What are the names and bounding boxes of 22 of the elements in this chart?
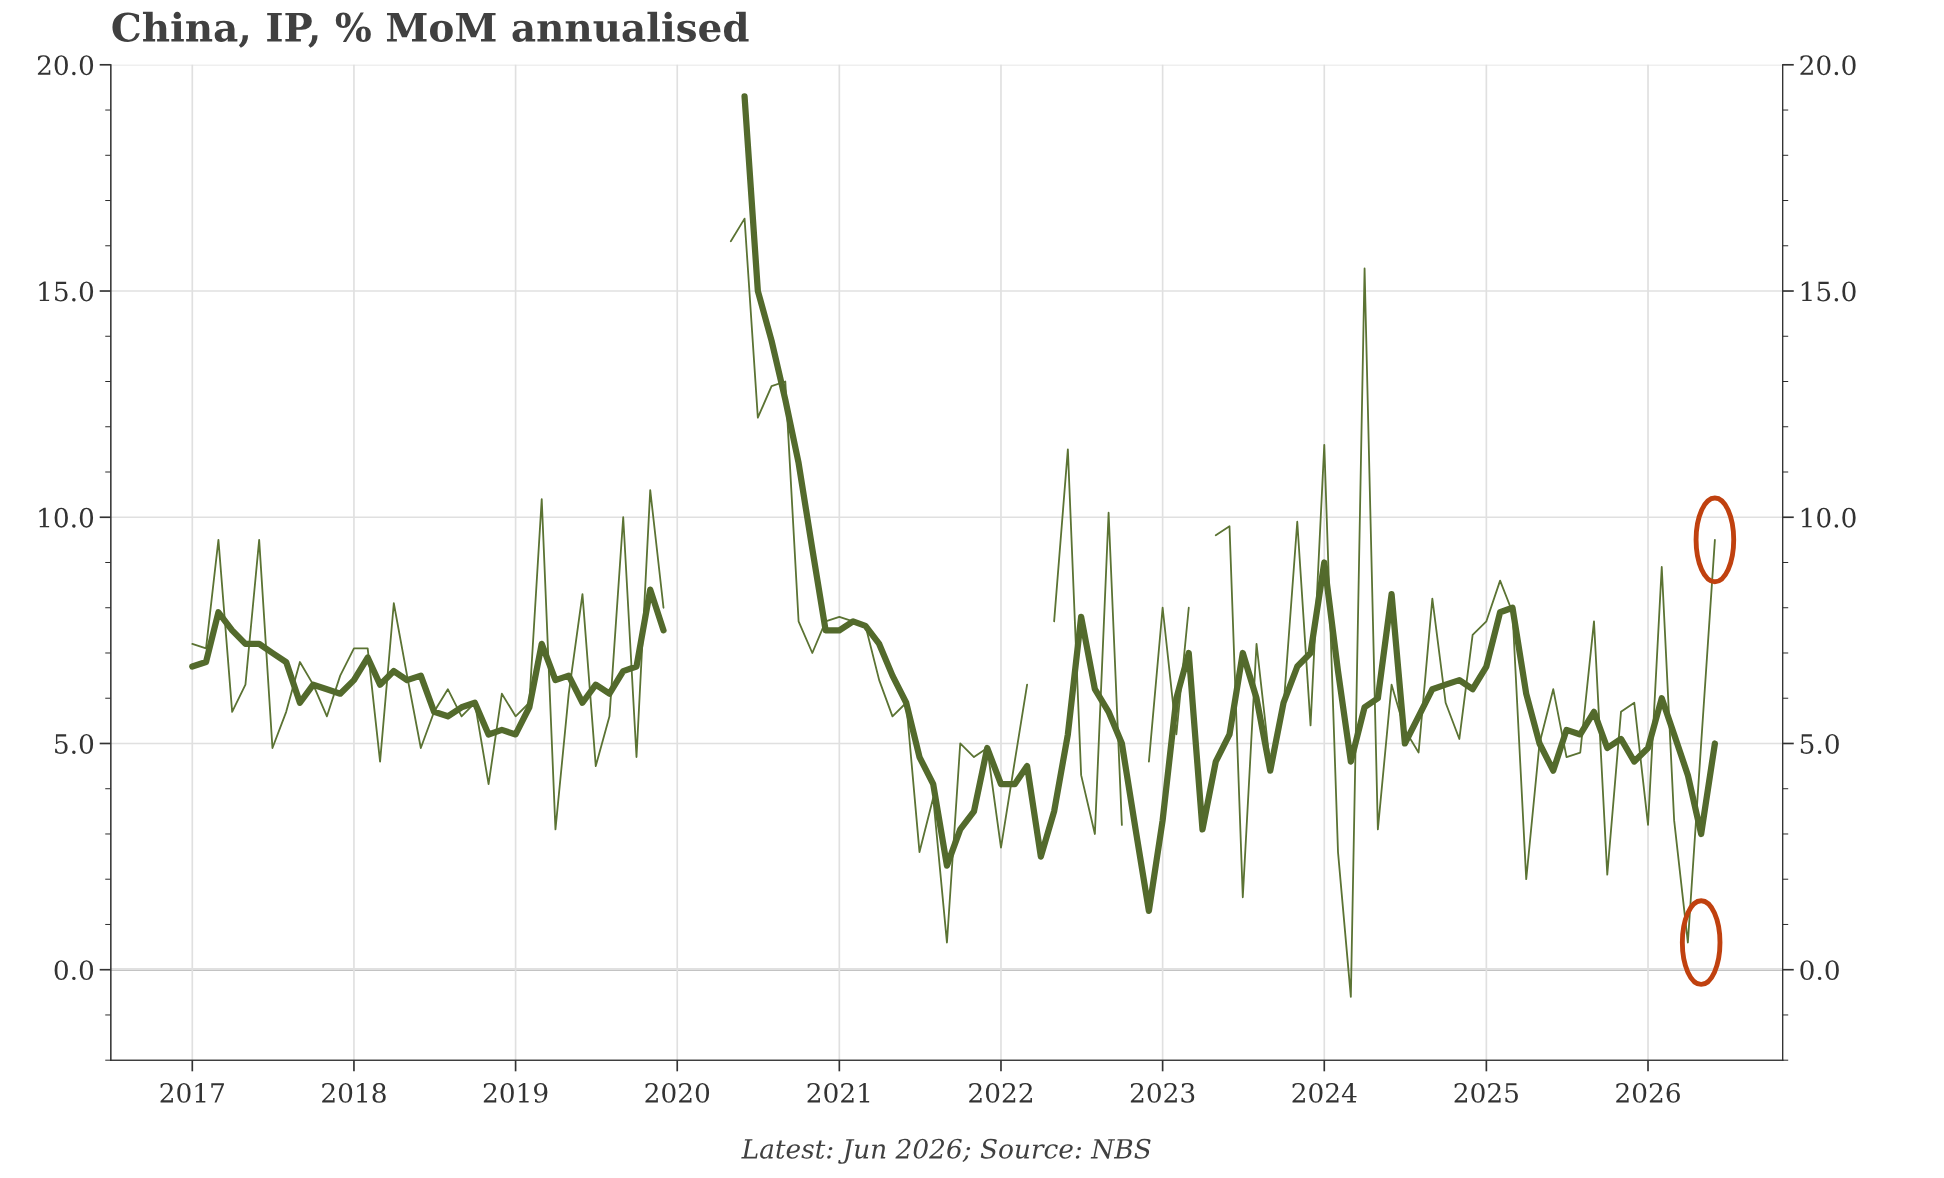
y-tick-label: 15.0 bbox=[39, 281, 94, 302]
y2-tick-label: 10.0 bbox=[1801, 507, 1856, 528]
x-tick-label: 2022 bbox=[969, 1082, 1032, 1103]
x-tick-label: 2026 bbox=[1616, 1082, 1680, 1103]
y2-tick-label: 0.0 bbox=[1800, 960, 1839, 981]
x-tick-label: 2021 bbox=[807, 1082, 870, 1103]
y2-tick-label: 15.0 bbox=[1801, 281, 1856, 302]
x-tick-label: 2018 bbox=[322, 1082, 386, 1103]
x-tick-label: 2017 bbox=[160, 1082, 224, 1103]
y2-tick-label: 20.0 bbox=[1800, 55, 1856, 76]
y2-tick-label: 5.0 bbox=[1800, 733, 1839, 754]
x-tick-label: 2020 bbox=[645, 1082, 710, 1103]
y-tick-label: 10.0 bbox=[39, 507, 94, 528]
x-tick-label: 2025 bbox=[1454, 1082, 1518, 1103]
y-tick-label: 20.0 bbox=[37, 55, 94, 76]
x-tick-label: 2024 bbox=[1292, 1082, 1357, 1103]
text: Latest: Jun 2026; Source: NBS bbox=[741, 1138, 1151, 1164]
chart-title: China, IP, % MoM annualised bbox=[112, 11, 749, 48]
x-tick-label: 2019 bbox=[483, 1082, 548, 1103]
x-tick-label: 2023 bbox=[1130, 1082, 1195, 1103]
y-tick-label: 5.0 bbox=[55, 733, 94, 754]
y-tick-label: 0.0 bbox=[54, 960, 94, 981]
